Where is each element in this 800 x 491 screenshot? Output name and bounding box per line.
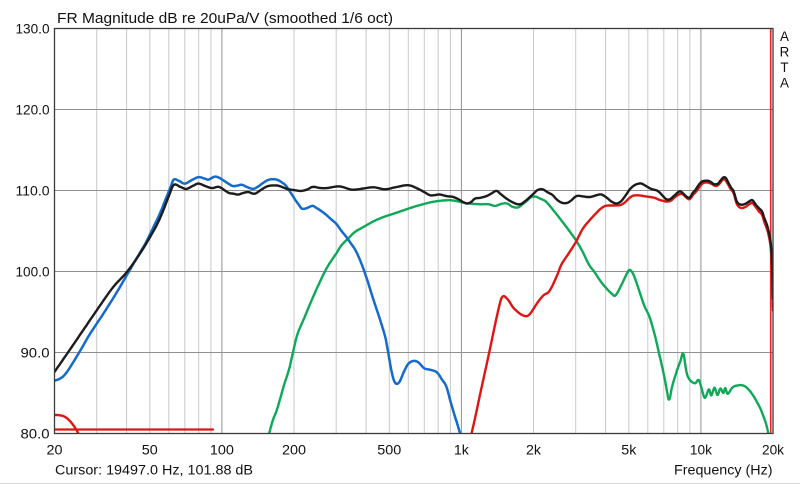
svg-text:80.0: 80.0 <box>21 426 50 441</box>
svg-text:50: 50 <box>142 443 158 458</box>
svg-text:1k: 1k <box>454 443 469 458</box>
svg-text:Cursor: 19497.0 Hz, 101.88 dB: Cursor: 19497.0 Hz, 101.88 dB <box>55 463 253 478</box>
svg-text:20: 20 <box>47 443 63 458</box>
svg-text:2k: 2k <box>526 443 541 458</box>
svg-text:200: 200 <box>282 443 306 458</box>
svg-text:5k: 5k <box>621 443 636 458</box>
svg-text:FR Magnitude dB re 20uPa/V (sm: FR Magnitude dB re 20uPa/V (smoothed 1/6… <box>57 10 393 27</box>
svg-text:R: R <box>780 45 790 60</box>
svg-text:100.0: 100.0 <box>16 264 50 279</box>
svg-text:120.0: 120.0 <box>16 102 50 117</box>
svg-text:110.0: 110.0 <box>16 183 50 198</box>
svg-text:100: 100 <box>210 443 234 458</box>
svg-text:T: T <box>780 60 788 75</box>
svg-text:10k: 10k <box>690 443 712 458</box>
svg-text:90.0: 90.0 <box>21 345 50 360</box>
svg-text:A: A <box>780 29 789 44</box>
svg-text:20k: 20k <box>762 443 784 458</box>
svg-text:130.0: 130.0 <box>16 21 50 36</box>
svg-text:A: A <box>780 75 789 90</box>
svg-text:500: 500 <box>377 443 401 458</box>
svg-text:Frequency (Hz): Frequency (Hz) <box>674 463 773 478</box>
